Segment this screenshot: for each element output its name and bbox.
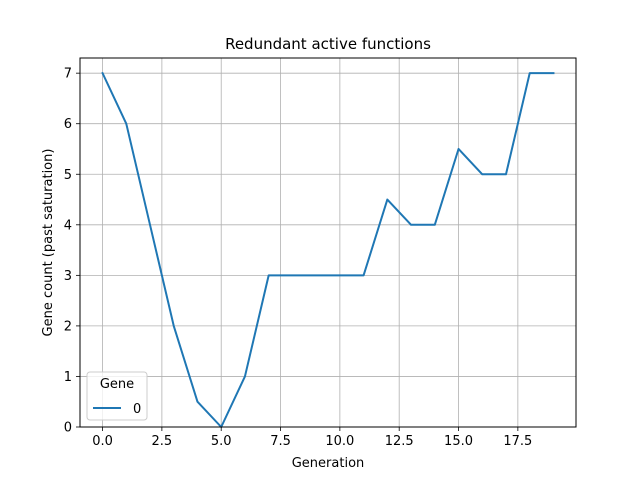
y-tick-label: 2: [64, 319, 72, 334]
y-tick-label: 1: [64, 370, 72, 385]
x-tick-label: 10.0: [325, 434, 354, 449]
x-tick-label: 12.5: [385, 434, 414, 449]
y-tick-label: 0: [64, 421, 72, 436]
legend-label-series-0: 0: [133, 402, 141, 417]
legend: Gene 0: [86, 371, 148, 421]
y-tick-label: 4: [64, 218, 72, 233]
y-tick-label: 6: [64, 117, 72, 132]
y-tick-label: 3: [64, 269, 72, 284]
x-axis-label: Generation: [292, 456, 365, 471]
y-axis-label: Gene count (past saturation): [41, 149, 56, 337]
x-tick-label: 2.5: [152, 434, 173, 449]
chart-title: Redundant active functions: [225, 35, 431, 53]
series-line-0: [101, 71, 555, 428]
y-tick-label: 7: [64, 67, 72, 82]
series-layer: [101, 71, 555, 428]
ticks: 0.0 2.5 5.0 7.5 10.0 12.5 15.0 17.5 0 1 2 3 4 5 6 7: [64, 67, 533, 449]
x-tick-label: 17.5: [503, 434, 532, 449]
plot-frame: [79, 57, 577, 428]
x-tick-label: 5.0: [211, 434, 232, 449]
x-tick-label: 15.0: [444, 434, 473, 449]
x-tick-label: 7.5: [270, 434, 291, 449]
y-tick-label: 5: [64, 168, 72, 183]
legend-title: Gene: [100, 377, 134, 392]
x-tick-label: 0.0: [92, 434, 113, 449]
